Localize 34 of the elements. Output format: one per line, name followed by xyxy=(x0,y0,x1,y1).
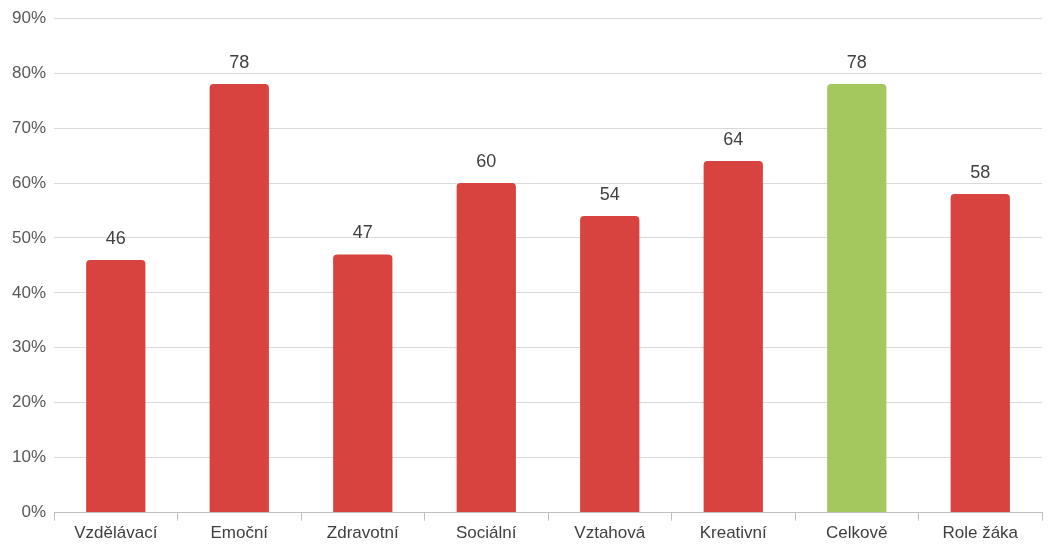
x-tick-label: Vzdělávací xyxy=(74,523,158,543)
x-tick-label: Kreativní xyxy=(699,523,768,543)
y-tick-label: 30% xyxy=(11,337,47,357)
data-label: 78 xyxy=(229,52,250,73)
x-tick-label: Sociální xyxy=(456,523,517,543)
bar xyxy=(580,215,640,513)
data-label: 54 xyxy=(599,183,620,204)
y-tick-label: 20% xyxy=(11,392,47,412)
bar xyxy=(827,84,887,513)
x-tick-label: Role žáka xyxy=(942,523,1019,543)
y-tick-label: 60% xyxy=(11,172,47,192)
y-tick-label: 10% xyxy=(11,447,47,467)
bar xyxy=(456,183,516,513)
bar xyxy=(703,161,763,513)
bar xyxy=(333,254,393,513)
bar xyxy=(86,259,146,513)
y-tick-label: 50% xyxy=(11,227,47,247)
y-tick-label: 40% xyxy=(11,282,47,302)
data-label: 58 xyxy=(970,161,991,182)
y-tick-label: 90% xyxy=(11,7,47,27)
y-tick-label: 0% xyxy=(21,502,47,522)
x-tick-label: Vztahová xyxy=(574,523,646,543)
data-label: 60 xyxy=(476,150,497,171)
data-label: 78 xyxy=(846,52,867,73)
x-tick-label: Zdravotní xyxy=(326,523,399,543)
bar xyxy=(950,193,1010,513)
y-tick-label: 70% xyxy=(11,117,47,137)
bar xyxy=(209,84,269,513)
data-label: 47 xyxy=(352,222,373,243)
y-tick-label: 80% xyxy=(11,62,47,82)
x-tick-label: Celkově xyxy=(826,523,888,543)
x-tick-label: Emoční xyxy=(210,523,269,543)
data-label: 46 xyxy=(105,227,126,248)
data-label: 64 xyxy=(723,129,744,149)
